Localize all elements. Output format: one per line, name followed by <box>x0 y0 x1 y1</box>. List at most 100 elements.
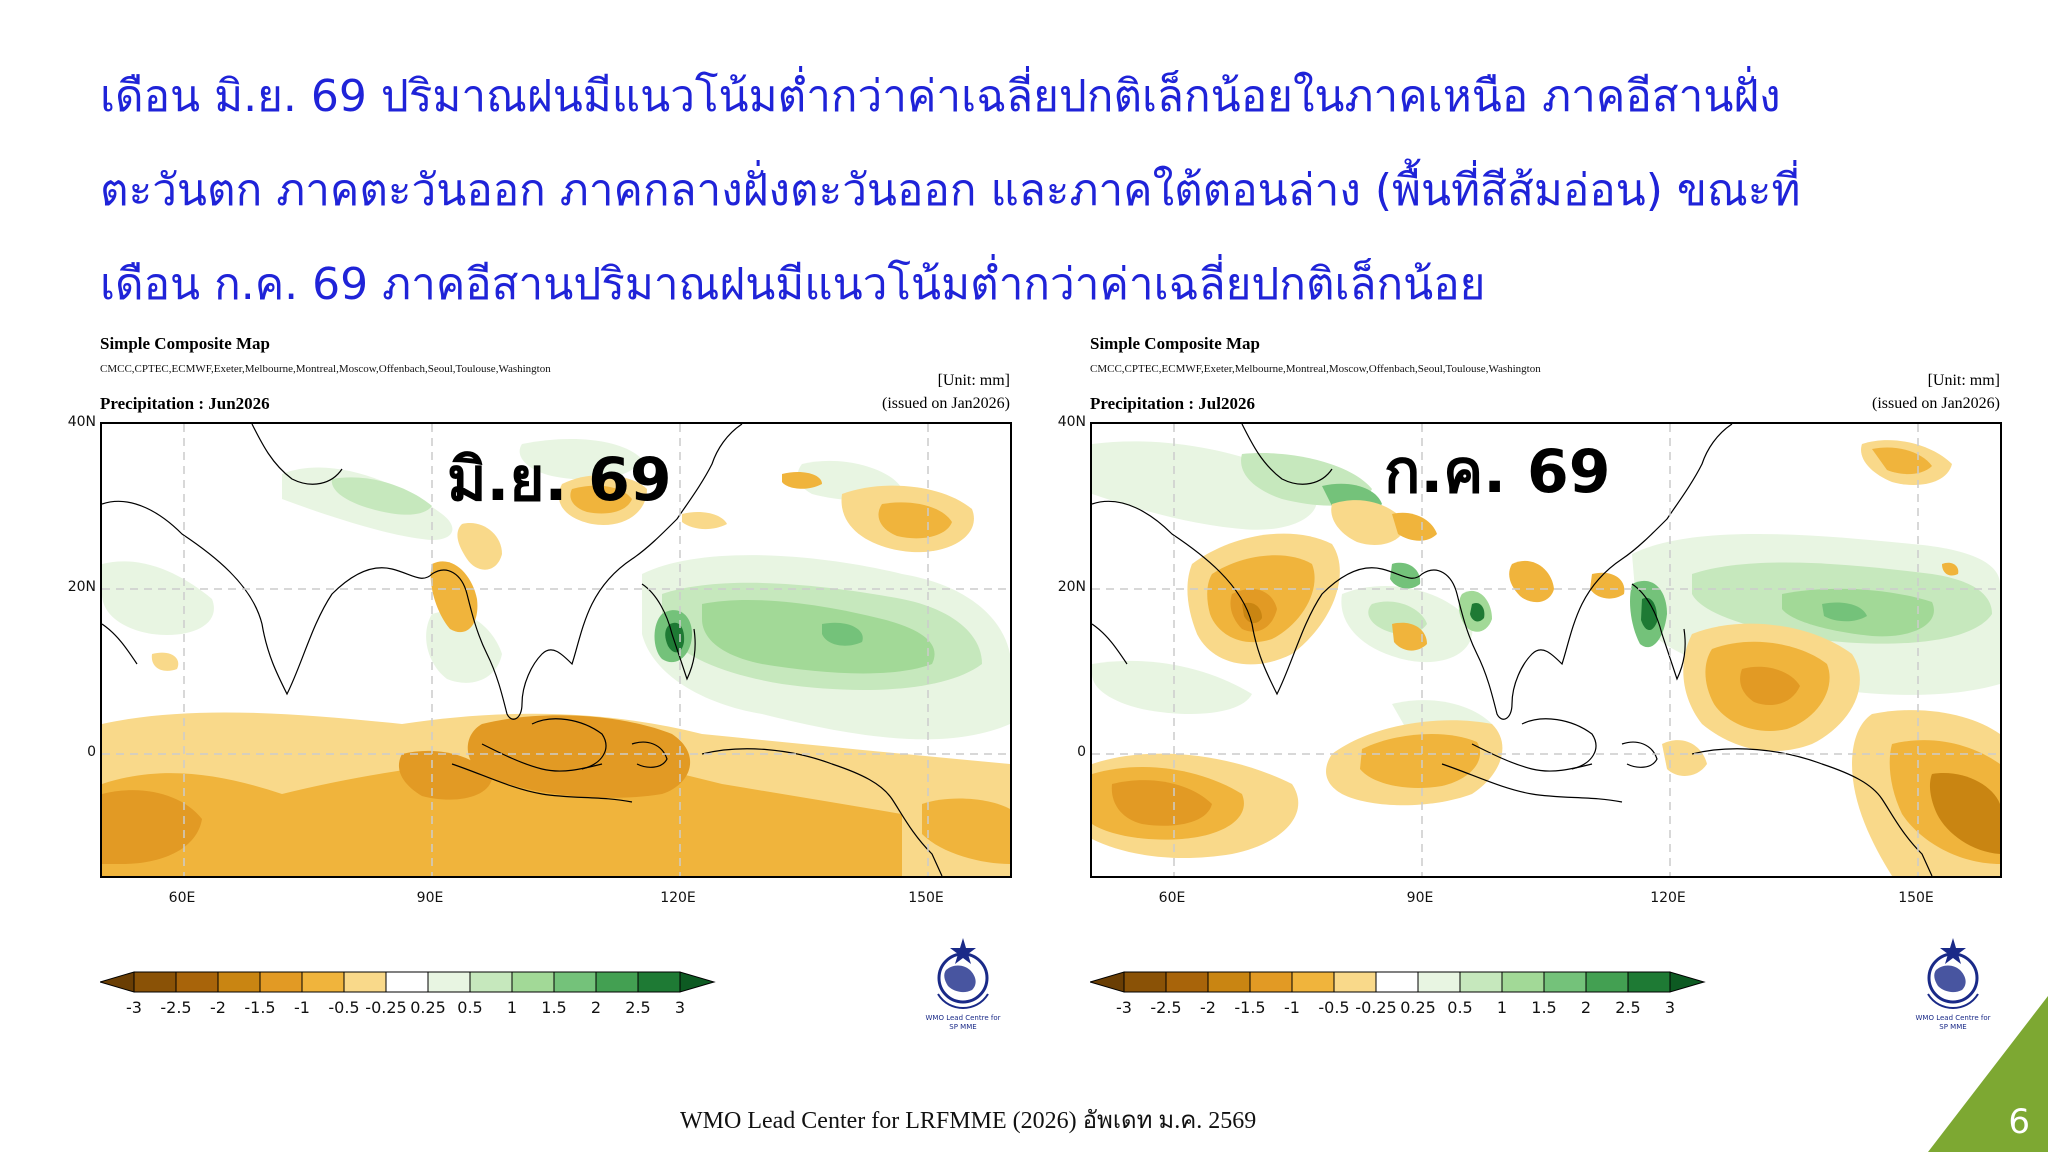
lon-tick: 90E <box>1406 890 1434 906</box>
page-number: 6 <box>2008 1102 2030 1142</box>
lat-tick: 20N <box>1057 579 1086 595</box>
colorbar-tick-label: 2.5 <box>1615 998 1641 1017</box>
colorbar-swatch <box>1291 971 1335 993</box>
colorbar-tick-label: 2.5 <box>625 998 651 1017</box>
colorbar-high-arrow <box>679 971 716 993</box>
colorbar-tick-label: -1 <box>1284 998 1300 1017</box>
lon-tick: 120E <box>660 890 696 906</box>
lat-tick: 40N <box>1057 414 1086 430</box>
grid-lines <box>1092 424 2000 876</box>
colorbar-tick-label: -1 <box>294 998 310 1017</box>
colorbar-tick-label: 0.25 <box>1400 998 1436 1017</box>
coastline <box>102 424 943 876</box>
logo-text: WMO Lead Centre for <box>1915 1014 1991 1022</box>
colorbar-low-arrow <box>1088 971 1125 993</box>
colorbar-low-arrow <box>98 971 135 993</box>
colorbar-tick-label: -3 <box>1116 998 1132 1017</box>
colorbar-tick-label: 1 <box>1496 998 1508 1017</box>
logo-text: SP MME <box>1939 1023 1967 1031</box>
precipitation-anomaly-map: มิ.ย. 69 <box>100 422 1012 878</box>
colorbar-tick-label: -1.5 <box>1234 998 1266 1017</box>
colorbar-tick-label: 0.5 <box>457 998 483 1017</box>
colorbar-swatch <box>1459 971 1503 993</box>
colorbar-tick-label: -2.5 <box>1150 998 1182 1017</box>
lon-tick: 90E <box>416 890 444 906</box>
colorbar-tick-label: 1 <box>506 998 518 1017</box>
colorbar-tick-label: 2 <box>590 998 602 1017</box>
colorbar-tick-label: 3 <box>1664 998 1676 1017</box>
unit-label: [Unit: mm] <box>1927 372 2000 389</box>
wmo-logo: WMO Lead Centre for SP MME <box>1908 934 1998 1034</box>
colorbar-tick-label: 0.25 <box>410 998 446 1017</box>
colorbar-swatch <box>553 971 597 993</box>
product-title: Precipitation : Jul2026 <box>1090 394 1255 413</box>
colorbar-tick-label: -2 <box>1200 998 1216 1017</box>
lon-tick: 60E <box>168 890 196 906</box>
unit-label: [Unit: mm] <box>937 372 1010 389</box>
colorbar-swatch <box>175 971 219 993</box>
lon-tick: 60E <box>1158 890 1186 906</box>
lon-tick: 150E <box>908 890 944 906</box>
colorbar-swatch <box>637 971 681 993</box>
colorbar-tick-label: -0.25 <box>1355 998 1397 1017</box>
product-title: Precipitation : Jun2026 <box>100 394 270 413</box>
colorbar-tick-label: -3 <box>126 998 142 1017</box>
colorbar-swatch <box>1543 971 1587 993</box>
colorbar-swatch <box>1627 971 1671 993</box>
lat-tick: 20N <box>67 579 96 595</box>
colorbar-tick-label: -2 <box>210 998 226 1017</box>
issued-label: (issued on Jan2026) <box>882 395 1010 412</box>
month-label: ก.ค. 69 <box>1384 437 1611 507</box>
colorbar-swatch <box>133 971 177 993</box>
colorbar-swatch <box>217 971 261 993</box>
colorbar-swatch <box>343 971 387 993</box>
month-label: มิ.ย. 69 <box>447 445 672 515</box>
colorbar-swatch <box>511 971 555 993</box>
colorbar-swatch <box>1501 971 1545 993</box>
model-list: CMCC,CPTEC,ECMWF,Exeter,Melbourne,Montre… <box>100 363 551 375</box>
issued-label: (issued on Jan2026) <box>1872 395 2000 412</box>
colorbar-tick-label: -1.5 <box>244 998 276 1017</box>
colorbar-tick-label: 0.5 <box>1447 998 1473 1017</box>
lon-tick: 120E <box>1650 890 1686 906</box>
colorbar-tick-label: -2.5 <box>160 998 192 1017</box>
colorbar-swatch <box>1249 971 1293 993</box>
colorbar-swatch <box>1333 971 1377 993</box>
page-corner-triangle <box>1928 996 2048 1152</box>
lat-tick: 0 <box>87 744 96 760</box>
model-list: CMCC,CPTEC,ECMWF,Exeter,Melbourne,Montre… <box>1090 363 1541 375</box>
colorbar-tick-label: -0.25 <box>365 998 407 1017</box>
colorbar <box>1088 970 1890 998</box>
colorbar-swatch <box>595 971 639 993</box>
coastline <box>1092 424 1933 876</box>
headline-line: ตะวันตก ภาคตะวันออก ภาคกลางฝั่งตะวันออก … <box>100 165 1801 216</box>
colorbar-swatch <box>259 971 303 993</box>
colorbar-swatch <box>1165 971 1209 993</box>
colorbar-swatch <box>385 971 429 993</box>
colorbar-swatch <box>1417 971 1461 993</box>
logo-text: WMO Lead Centre for <box>925 1014 1001 1022</box>
forecast-map-panel-jun: Simple Composite Map CMCC,CPTEC,ECMWF,Ex… <box>68 334 1012 1034</box>
colorbar-tick-label: 2 <box>1580 998 1592 1017</box>
map-title: Simple Composite Map <box>1090 334 1260 353</box>
colorbar-swatch <box>1207 971 1251 993</box>
colorbar-swatch <box>1375 971 1419 993</box>
colorbar-swatch <box>301 971 345 993</box>
precipitation-anomaly-map: ก.ค. 69 <box>1090 422 2002 878</box>
colorbar-tick-label: 1.5 <box>541 998 567 1017</box>
colorbar <box>98 970 900 998</box>
colorbar-swatch <box>1123 971 1167 993</box>
colorbar-swatch <box>427 971 471 993</box>
wmo-logo: WMO Lead Centre for SP MME <box>918 934 1008 1034</box>
colorbar-swatch <box>469 971 513 993</box>
colorbar-tick-label: 1.5 <box>1531 998 1557 1017</box>
headline-line: เดือน ก.ค. 69 ภาคอีสานปริมาณฝนมีแนวโน้มต… <box>100 259 1486 310</box>
grid-lines <box>102 424 1010 876</box>
lat-tick: 0 <box>1077 744 1086 760</box>
colorbar-tick-label: -0.5 <box>1318 998 1350 1017</box>
footer-credit: WMO Lead Center for LRFMME (2026) อัพเดท… <box>680 1108 1257 1134</box>
colorbar-tick-label: 3 <box>674 998 686 1017</box>
headline-line: เดือน มิ.ย. 69 ปริมาณฝนมีแนวโน้มต่ำกว่าค… <box>100 71 1781 122</box>
colorbar-swatch <box>1585 971 1629 993</box>
lon-tick: 150E <box>1898 890 1934 906</box>
